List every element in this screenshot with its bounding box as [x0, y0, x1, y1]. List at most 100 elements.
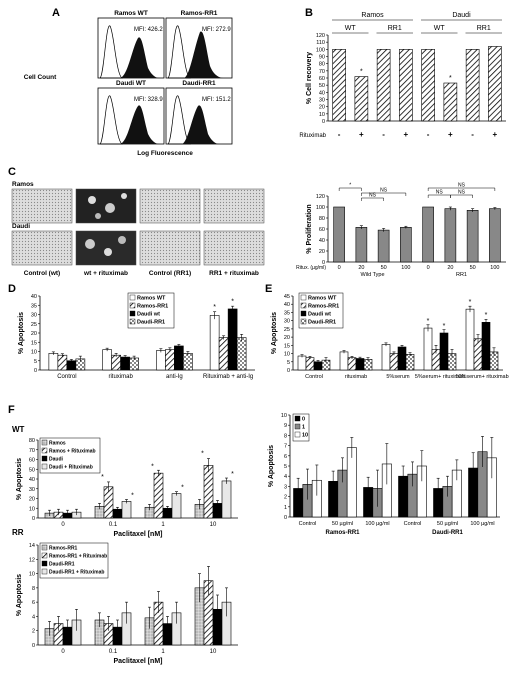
y-tick-label: 12 — [29, 557, 35, 563]
legend: Ramos WT Ramos-RR1 Daudi wt Daudi-RR1 — [298, 292, 344, 329]
legend-label: Ramos + Rituximab — [49, 449, 96, 455]
significance-label: NS — [436, 190, 444, 196]
bar-proliferation — [355, 227, 368, 263]
bar-ramos-wt — [381, 344, 391, 371]
x-tick-label: 10 — [210, 649, 217, 655]
bar-ramos-wt — [465, 308, 475, 371]
histogram-ramos-wt: Ramos WT MFI: 426.2 — [97, 10, 165, 79]
legend-swatch — [41, 552, 48, 559]
legend-label: Daudi + Rituximab — [49, 465, 93, 471]
legend-swatch — [41, 439, 48, 446]
bar-proliferation — [377, 229, 390, 263]
bar-daudi-rituximab — [171, 493, 182, 519]
subgroup-label: WT — [345, 25, 357, 32]
y-tick-label: 60 — [29, 458, 35, 464]
bar-daudi-wt — [66, 360, 77, 371]
legend-swatch — [300, 302, 307, 309]
legend-box — [39, 542, 109, 579]
x-tick-label: 20 — [447, 265, 453, 271]
hist-title: Ramos WT — [114, 10, 148, 17]
significance-star: * — [485, 312, 488, 319]
micrograph-cell-cluster — [118, 236, 126, 244]
legend-label: Daudi wt — [137, 312, 160, 318]
y-tick-label: 25 — [284, 327, 290, 333]
bar-cell-recovery — [354, 76, 369, 122]
significance-star: * — [443, 323, 446, 330]
hist-mfi: MFI: 272.9 — [202, 27, 231, 33]
bar-ramos-rituximab — [203, 465, 214, 519]
rituximab-sign: - — [382, 130, 385, 139]
micro-col-label: wt + rituximab — [83, 270, 128, 277]
x-tick-label: 50 µg/ml — [437, 521, 458, 527]
x-tick-label: Control — [305, 374, 323, 380]
bar-proliferation — [422, 206, 434, 263]
bar-ramos-wt — [423, 327, 433, 371]
legend-label: Daudi-RR1 — [49, 562, 75, 568]
bar-cell-recovery — [421, 49, 435, 122]
y-axis-label: % Apoptosis — [16, 574, 23, 616]
y-tick-label: 0 — [287, 368, 290, 374]
bracket-star — [338, 187, 362, 191]
significance-star: * — [231, 471, 234, 478]
significance-star: * — [360, 69, 363, 76]
bar-daudi-wt — [439, 332, 449, 371]
panel-letter-c: C — [8, 166, 16, 178]
y-tick-label: 40 — [31, 294, 37, 300]
y-tick-label: 35 — [284, 310, 290, 316]
legend-box — [39, 437, 101, 474]
y-tick-label: 25 — [31, 322, 37, 328]
y-tick-label: 60 — [319, 76, 325, 82]
y-tick-label: 3 — [284, 484, 287, 490]
group-label: Wild Type — [360, 272, 384, 278]
significance-label: NS — [458, 190, 466, 196]
bar-proliferation — [333, 206, 345, 263]
bar-daudi-rituximab — [221, 480, 232, 519]
legend-label: Ramos — [49, 441, 66, 447]
y-tick-label: 15 — [31, 340, 37, 346]
y-tick-label: 40 — [319, 90, 325, 96]
micrograph-ramos-control-rr1 — [139, 188, 201, 224]
hist-mfi: MFI: 328.9 — [134, 97, 163, 103]
bar-ramos-rr1 — [389, 353, 399, 371]
histogram-daudi-rr1: Daudi-RR1 MFI: 151.2 — [165, 80, 233, 145]
panel-a-ylabel: Cell Count — [24, 74, 57, 81]
x-tick-label: Control — [404, 521, 422, 527]
hist-title: Ramos-RR1 — [181, 10, 218, 17]
y-tick-label: 5 — [287, 360, 290, 366]
y-tick-label: 60 — [319, 227, 325, 233]
significance-star: * — [101, 474, 104, 481]
subgroup-label: WT — [434, 25, 446, 32]
micrograph-daudi-wt-rituximab — [75, 230, 137, 266]
x-tick-label: 10%serum+ rituximab — [455, 374, 508, 380]
micrograph-cell-cluster — [105, 203, 115, 213]
legend-swatch — [41, 455, 48, 462]
x-tick-label: rituximab — [108, 374, 133, 380]
x-tick-label: 0 — [61, 649, 65, 655]
y-tick-label: 4 — [284, 474, 287, 480]
micro-col-label: Control (RR1) — [149, 270, 191, 277]
bar-cell-recovery — [376, 49, 391, 122]
y-tick-label: 70 — [319, 69, 325, 75]
hist-title: Daudi-RR1 — [182, 80, 216, 87]
x-tick-label: anti-Ig — [166, 374, 183, 380]
y-tick-label: 15 — [284, 343, 290, 349]
legend-label: 1 — [302, 425, 305, 431]
micro-col-label: Control (wt) — [24, 270, 60, 277]
y-axis-label: % Apoptosis — [268, 445, 275, 487]
rituximab-sign: - — [471, 130, 474, 139]
significance-label: NS — [380, 188, 388, 194]
legend-swatch — [294, 431, 301, 438]
y-tick-label: 0 — [322, 119, 325, 125]
condition-tag: RR — [12, 528, 24, 537]
panel-letter-a: A — [52, 7, 60, 19]
y-tick-label: 45 — [284, 294, 290, 300]
bar-daudi-wt — [227, 308, 238, 371]
x-tick-label: 1 — [161, 522, 165, 528]
rituximab-sign: + — [404, 130, 409, 139]
x-tick-label: Control — [299, 521, 317, 527]
y-tick-label: 10 — [281, 413, 287, 419]
legend-label: Daudi-RR1 + Rituximab — [49, 570, 104, 576]
rituximab-sign: - — [427, 130, 430, 139]
micrograph-daudi-control-rr1 — [139, 230, 201, 266]
